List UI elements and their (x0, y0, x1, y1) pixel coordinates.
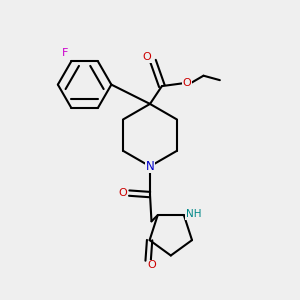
Text: F: F (62, 47, 68, 58)
Text: N: N (146, 160, 154, 173)
Text: O: O (143, 52, 152, 62)
Text: O: O (147, 260, 156, 270)
Text: O: O (183, 78, 191, 88)
Text: O: O (119, 188, 128, 197)
Text: NH: NH (186, 209, 201, 219)
